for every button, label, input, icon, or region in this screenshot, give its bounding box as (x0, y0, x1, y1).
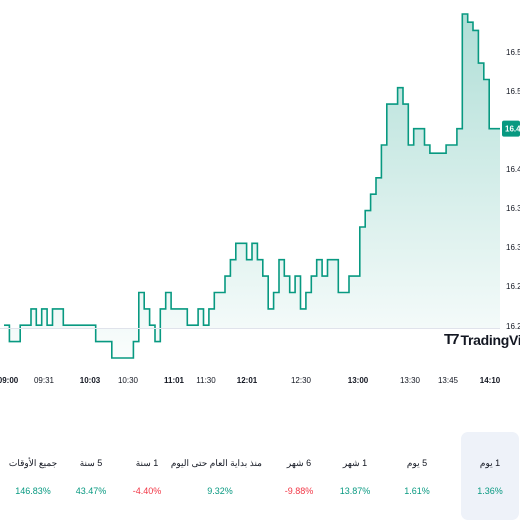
y-tick-label: 16.50 (506, 87, 520, 96)
period-tab[interactable]: 1 سنة -4.40% (118, 432, 176, 520)
x-tick-label: 09:00 (0, 376, 19, 385)
period-label: 5 سنة (79, 458, 103, 468)
period-tab[interactable]: جميع الأوقات 146.83% (4, 432, 62, 520)
period-change-value: 1.61% (404, 486, 430, 496)
tradingview-wordmark: TradingView (460, 331, 520, 348)
period-change-value: 9.32% (207, 486, 233, 496)
period-change-value: 13.87% (339, 486, 371, 496)
period-label: 1 شهر (342, 458, 368, 468)
y-tick-label: 16.20 (506, 322, 520, 331)
period-change-value: -4.40% (132, 486, 162, 496)
performance-periods: جميع الأوقات 146.83% 5 سنة 43.47% 1 سنة -4.40… (0, 432, 520, 520)
period-label: 1 سنة (135, 458, 159, 468)
period-change-value: -9.88% (284, 486, 314, 496)
current-price-label: 16.42 (505, 125, 520, 134)
x-tick-label: 11:01 (164, 376, 185, 385)
period-tab[interactable]: 5 يوم 1.61% (388, 432, 446, 520)
tradingview-logo: T7 TradingView (444, 331, 520, 348)
x-tick-label: 13:00 (348, 376, 369, 385)
period-change-value: 1.36% (477, 486, 503, 496)
period-tab[interactable]: 1 يوم 1.36% (461, 432, 519, 520)
y-tick-label: 16.34 (506, 204, 520, 213)
y-tick-label: 16.40 (506, 165, 520, 174)
x-tick-label: 12:01 (237, 376, 258, 385)
x-tick-label: 10:30 (118, 376, 139, 385)
period-label: منذ بداية العام حتى اليوم (170, 458, 262, 468)
x-tick-label: 13:30 (400, 376, 421, 385)
price-series-line (4, 13, 500, 359)
period-change-value: 146.83% (15, 486, 51, 496)
x-tick-label: 10:03 (80, 376, 101, 385)
tradingview-mark-icon: T7 (444, 331, 459, 348)
period-label: 1 يوم (479, 458, 501, 468)
x-tick-label: 13:45 (438, 376, 459, 385)
period-tab[interactable]: 5 سنة 43.47% (62, 432, 120, 520)
x-tick-label: 09:31 (34, 376, 55, 385)
price-chart[interactable]: 09:00 09:31 10:03 10:30 11:01 11:30 12:01 12:30… (0, 0, 520, 400)
x-tick-label: 11:30 (196, 376, 216, 385)
current-price-badge (502, 120, 520, 137)
period-change-value: 43.47% (75, 486, 107, 496)
period-tab[interactable]: 6 شهر -9.88% (270, 432, 328, 520)
y-tick-label: 16.56 (506, 48, 520, 57)
price-area-fill (4, 14, 500, 358)
period-tab[interactable]: 1 شهر 13.87% (326, 432, 384, 520)
period-label: 6 شهر (286, 458, 312, 468)
x-tick-label: 12:30 (291, 376, 312, 385)
period-label: 5 يوم (406, 458, 428, 468)
y-tick-label: 16.30 (506, 243, 520, 252)
y-tick-label: 16.24 (506, 282, 520, 291)
x-tick-label: 14:10 (480, 376, 501, 385)
period-label: جميع الأوقات (8, 458, 58, 468)
period-tab[interactable]: منذ بداية العام حتى اليوم 9.32% (170, 432, 262, 520)
